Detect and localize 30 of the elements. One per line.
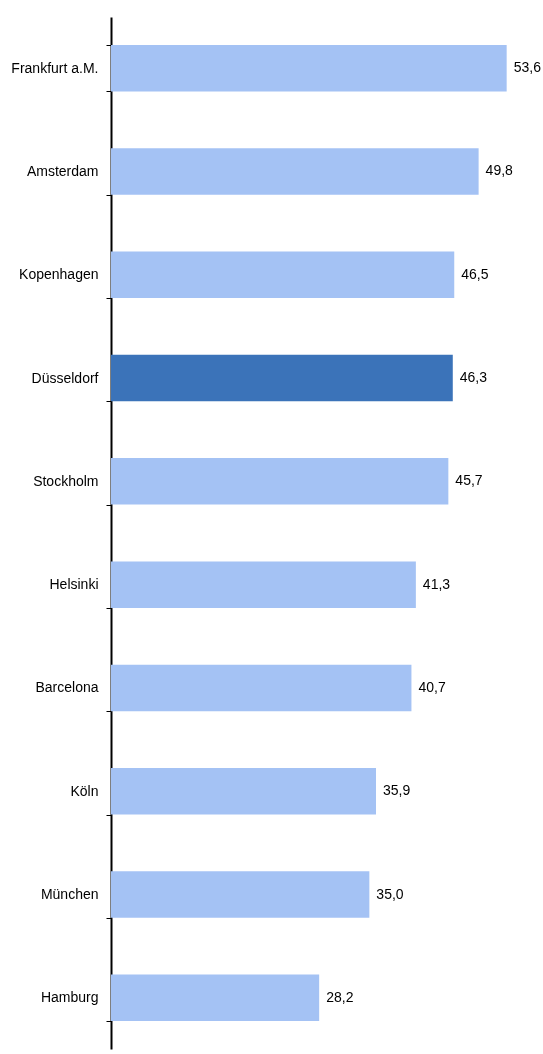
y-tick-label: Stockholm [33,472,99,489]
data-label: 46,5 [461,265,489,282]
bar [111,871,370,918]
data-label: 49,8 [485,162,514,179]
y-tick-label: Hamburg [40,989,99,1006]
data-label: 45,7 [455,472,483,489]
y-tick-label: Frankfurt a.M. [11,59,99,76]
data-label: 35,0 [376,885,404,902]
y-tick-label: Kopenhagen [19,266,99,283]
data-label: 46,3 [459,369,488,386]
data-label: 28,2 [326,988,354,1005]
bar [111,148,479,195]
y-tick-label: Amsterdam [26,162,99,179]
y-tick-label: München [40,886,99,903]
bar [111,458,449,505]
data-label: 35,9 [383,782,411,799]
y-tick-label: Barcelona [35,679,99,696]
bar [111,251,455,298]
bar [111,768,377,815]
data-label: 41,3 [422,575,451,592]
bar [111,354,453,402]
y-tick-label: Köln [70,782,99,799]
bar [111,561,416,608]
bar [111,664,412,712]
bar [111,974,320,1022]
bar [111,44,507,92]
data-label: 53,6 [513,59,542,76]
y-tick-label: Düsseldorf [31,369,99,386]
y-tick-label: Helsinki [49,576,99,593]
data-label: 40,7 [418,678,446,695]
